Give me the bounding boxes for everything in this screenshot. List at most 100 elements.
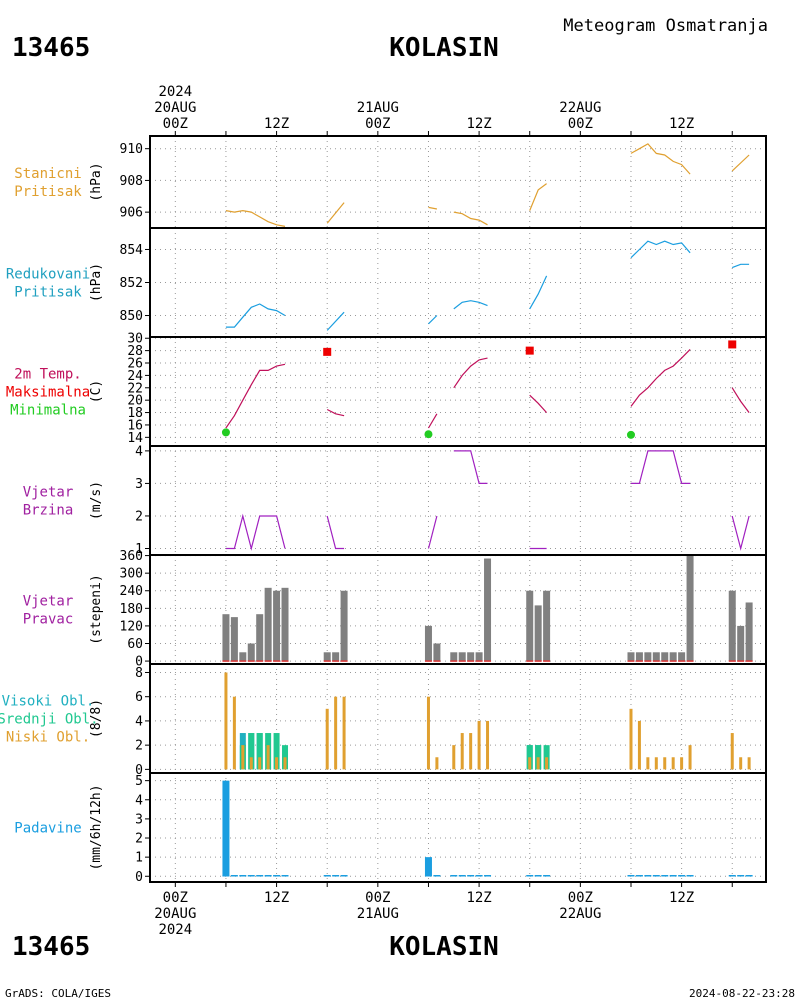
series-line xyxy=(225,303,286,328)
top-axis-label: 00Z xyxy=(163,116,188,132)
panel-label: Brzina xyxy=(23,503,74,519)
top-axis-label: 12Z xyxy=(466,116,491,132)
wind-dir-bar xyxy=(467,652,475,662)
panel-label: Vjetar xyxy=(23,594,74,610)
temp-max-marker xyxy=(728,340,737,349)
wind-dir-bar xyxy=(332,652,340,662)
top-axis-label: 00Z xyxy=(365,116,390,132)
cloud-mid-bar xyxy=(248,733,255,770)
cloud-low-bar xyxy=(671,757,675,770)
y-tick-label: 0 xyxy=(135,763,143,778)
wind-dir-bar xyxy=(222,614,230,662)
y-tick-label: 852 xyxy=(120,276,143,291)
wind-dir-bar xyxy=(256,614,264,662)
y-tick-label: 24 xyxy=(127,369,143,384)
wind-dir-bar xyxy=(737,625,745,662)
top-axis-label: 12Z xyxy=(264,116,289,132)
series-line xyxy=(529,275,548,310)
top-axis-label: 00Z xyxy=(568,116,593,132)
top-axis-label: 12Z xyxy=(669,116,694,132)
cloud-low-bar xyxy=(325,708,329,770)
series-line xyxy=(731,387,750,413)
series-line xyxy=(225,209,286,227)
wind-dir-bar xyxy=(661,652,669,662)
cloud-low-bar xyxy=(545,757,549,770)
header-station-id: 13465 xyxy=(12,33,90,63)
wind-dir-bar xyxy=(644,652,652,662)
wind-dir-bar xyxy=(686,555,694,662)
wind-dir-bar xyxy=(678,652,686,662)
wind-dir-bar xyxy=(247,643,255,662)
wind-dir-bar xyxy=(534,605,542,662)
panel-unit: (hPa) xyxy=(89,263,104,302)
series-line xyxy=(731,515,750,551)
cloud-low-bar xyxy=(477,720,481,770)
panel-reduced_pressure: 850 852 854 (hPa)Redukovani Pritisak xyxy=(6,227,767,338)
panel-label: Pritisak xyxy=(14,184,82,200)
y-tick-label: 2 xyxy=(135,832,143,847)
series-line xyxy=(225,363,286,429)
cloud-low-bar xyxy=(688,745,692,770)
wind-dir-bar xyxy=(635,652,643,662)
panel-frame xyxy=(149,772,767,883)
temp-max-marker xyxy=(525,346,534,355)
panel-unit: (mm/6h/12h) xyxy=(89,784,104,870)
y-tick-label: 3 xyxy=(135,477,143,492)
wind-dir-bar xyxy=(273,590,281,662)
bottom-axis-label: 00Z xyxy=(163,890,188,906)
wind-dir-bar xyxy=(652,652,660,662)
panel-clouds: 0 2 4 6 8 (8/8)Visoki Obl. Srednji Obl. Niski O… xyxy=(0,663,767,778)
series-line xyxy=(326,202,345,224)
series-line xyxy=(326,311,345,331)
y-tick-label: 16 xyxy=(127,418,143,433)
header-station-name: KOLASIN xyxy=(389,33,499,63)
footer-station-id: 13465 xyxy=(12,932,90,962)
cloud-low-bar xyxy=(536,757,540,770)
panel-unit: (C) xyxy=(89,380,104,403)
cloud-low-bar xyxy=(486,720,490,770)
series-line xyxy=(453,357,488,389)
cloud-low-bar xyxy=(663,757,667,770)
series-line xyxy=(427,413,438,429)
panel-label: Maksimalna xyxy=(6,385,90,401)
temp-min-marker xyxy=(424,430,433,439)
y-tick-label: 18 xyxy=(127,406,143,421)
y-tick-label: 906 xyxy=(120,206,143,221)
y-tick-label: 4 xyxy=(135,714,143,729)
y-tick-label: 3 xyxy=(135,812,143,827)
top-axis-label: 22AUG xyxy=(559,100,601,116)
wind-dir-bar xyxy=(526,590,534,662)
wind-dir-bar xyxy=(543,590,551,662)
precip-bar xyxy=(222,780,230,877)
y-tick-label: 30 xyxy=(127,332,143,347)
series-line xyxy=(326,408,345,417)
cloud-mid-bar xyxy=(256,733,263,770)
bottom-axis-label: 00Z xyxy=(365,890,390,906)
cloud-low-bar xyxy=(275,757,279,770)
y-tick-label: 4 xyxy=(135,444,143,459)
cloud-low-bar xyxy=(426,696,430,770)
cloud-low-bar xyxy=(637,720,641,770)
cloud-low-bar xyxy=(224,672,228,770)
panel-label: Pritisak xyxy=(14,285,82,301)
cloud-low-bar xyxy=(452,745,456,770)
panel-label: Vjetar xyxy=(23,485,74,501)
cloud-low-bar xyxy=(654,757,658,770)
panel-frame xyxy=(149,554,767,665)
temp-min-marker xyxy=(626,430,635,439)
cloud-low-bar xyxy=(747,757,751,770)
y-tick-label: 854 xyxy=(120,243,144,258)
cloud-mid-bar xyxy=(273,733,280,770)
series-line xyxy=(428,315,438,325)
series-line xyxy=(453,450,488,484)
y-tick-label: 0 xyxy=(135,870,143,885)
cloud-low-bar xyxy=(680,757,684,770)
bottom-axis-label: 12Z xyxy=(466,890,491,906)
y-tick-label: 908 xyxy=(120,174,143,189)
cloud-low-bar xyxy=(266,745,270,770)
wind-dir-bar xyxy=(424,625,432,662)
bottom-axis-label: 2024 xyxy=(158,922,192,938)
